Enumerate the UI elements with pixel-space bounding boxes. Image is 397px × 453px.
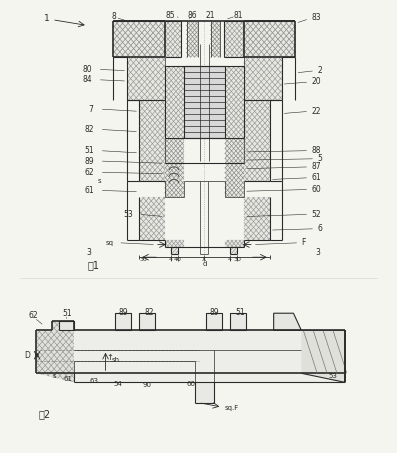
Polygon shape	[171, 247, 178, 254]
Text: 40: 40	[174, 257, 182, 262]
Text: 51: 51	[84, 146, 94, 155]
Polygon shape	[244, 57, 281, 100]
Polygon shape	[165, 21, 181, 57]
Text: F: F	[301, 238, 306, 247]
Polygon shape	[195, 382, 214, 403]
Polygon shape	[139, 100, 165, 181]
Text: 62: 62	[28, 311, 38, 320]
Text: 63: 63	[89, 378, 98, 385]
Text: 22: 22	[311, 107, 321, 116]
Polygon shape	[165, 240, 184, 247]
Text: 60: 60	[186, 381, 195, 387]
Text: 53: 53	[123, 210, 133, 219]
Text: 图1: 图1	[88, 260, 100, 270]
Text: 51: 51	[235, 308, 245, 317]
Text: 20: 20	[311, 77, 321, 87]
Text: 61: 61	[311, 173, 321, 182]
Polygon shape	[224, 21, 244, 57]
Polygon shape	[36, 321, 74, 382]
Text: 7: 7	[89, 105, 94, 114]
Polygon shape	[225, 139, 244, 163]
Text: ↑: ↑	[106, 352, 113, 361]
Text: 62: 62	[84, 168, 94, 177]
Polygon shape	[225, 66, 244, 139]
Text: 30: 30	[139, 257, 147, 262]
Polygon shape	[244, 197, 270, 240]
Polygon shape	[59, 321, 74, 330]
Polygon shape	[52, 321, 74, 330]
Text: 3: 3	[315, 248, 320, 257]
Polygon shape	[244, 100, 270, 181]
Text: sq.F: sq.F	[224, 405, 239, 410]
Text: s: s	[98, 178, 102, 184]
Text: 83: 83	[311, 13, 321, 22]
Polygon shape	[165, 66, 184, 139]
Polygon shape	[230, 247, 237, 254]
Text: 6: 6	[317, 224, 322, 233]
Text: 21: 21	[206, 11, 215, 19]
Text: sh: sh	[112, 357, 119, 363]
Polygon shape	[274, 313, 301, 330]
Text: 89: 89	[84, 157, 94, 165]
Polygon shape	[244, 21, 295, 57]
Polygon shape	[114, 21, 165, 57]
Polygon shape	[230, 313, 246, 330]
Text: s: s	[52, 373, 56, 380]
Text: 4: 4	[169, 257, 173, 262]
Text: 51: 51	[62, 308, 71, 318]
Text: sq: sq	[106, 240, 114, 246]
Text: 2: 2	[317, 66, 322, 75]
Text: 5: 5	[317, 154, 322, 163]
Polygon shape	[165, 163, 184, 197]
Text: 61: 61	[84, 186, 94, 195]
Text: 90: 90	[143, 381, 152, 388]
Text: 89: 89	[119, 308, 128, 317]
Polygon shape	[225, 240, 244, 247]
Text: 图2: 图2	[38, 409, 50, 419]
Polygon shape	[211, 21, 220, 57]
Text: 82: 82	[144, 308, 154, 317]
Polygon shape	[139, 313, 155, 330]
Text: 86: 86	[188, 11, 197, 19]
Polygon shape	[127, 57, 165, 100]
Text: 89: 89	[210, 308, 219, 317]
Text: 80: 80	[82, 65, 92, 74]
Text: d: d	[202, 260, 206, 266]
Text: 53: 53	[329, 372, 337, 379]
Text: 1: 1	[44, 14, 50, 23]
Text: 60: 60	[311, 185, 321, 194]
Text: 8: 8	[111, 12, 116, 21]
Text: X: X	[202, 257, 206, 262]
Text: 4: 4	[228, 257, 232, 262]
Polygon shape	[301, 330, 345, 382]
Text: 84: 84	[82, 75, 92, 84]
Text: 85: 85	[166, 11, 175, 19]
Polygon shape	[116, 313, 131, 330]
Polygon shape	[184, 66, 225, 139]
Text: 88: 88	[311, 146, 321, 155]
Text: 81: 81	[233, 11, 243, 19]
Text: 52: 52	[311, 210, 321, 219]
Polygon shape	[225, 163, 244, 197]
Text: 87: 87	[311, 162, 321, 171]
Text: 82: 82	[84, 125, 94, 134]
Text: 54: 54	[113, 381, 122, 387]
Text: 61: 61	[64, 376, 72, 382]
Polygon shape	[165, 139, 184, 163]
Polygon shape	[139, 197, 165, 240]
Polygon shape	[206, 313, 222, 330]
Polygon shape	[187, 21, 198, 57]
Text: 3: 3	[87, 248, 92, 257]
Polygon shape	[36, 330, 345, 382]
Text: D: D	[25, 351, 30, 360]
Text: 30: 30	[233, 257, 241, 262]
